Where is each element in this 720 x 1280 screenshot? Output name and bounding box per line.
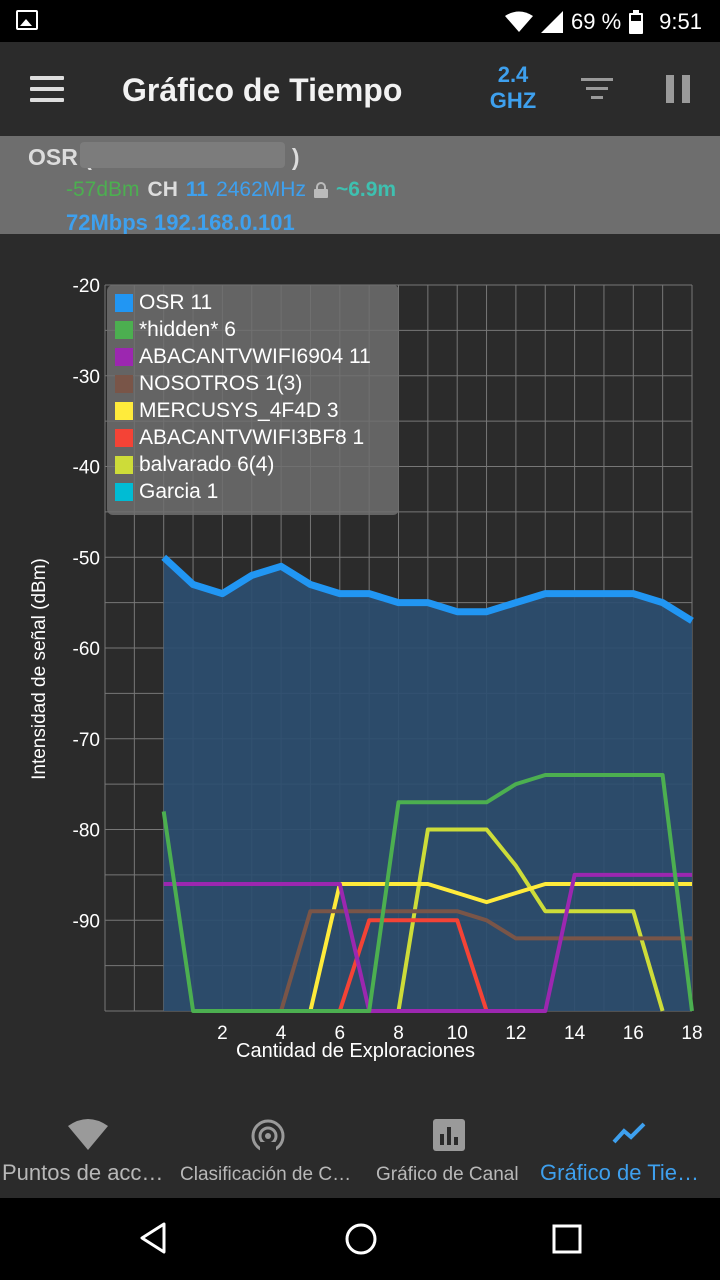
tab-channel-graph[interactable]: Gráfico de Canal (370, 1102, 530, 1198)
x-tick-label: 16 (623, 1023, 644, 1044)
wifi-icon (68, 1119, 108, 1150)
series-line (161, 554, 694, 624)
band-value: 2.4 (497, 62, 529, 87)
filter-icon[interactable] (580, 78, 614, 102)
cell-signal-icon (541, 11, 564, 33)
x-tick-label: 6 (335, 1023, 346, 1044)
legend-swatch (115, 374, 133, 393)
series-line (163, 872, 692, 1013)
status-bar: 69 % 9:51 (0, 0, 720, 42)
legend-item: *hidden* 6 (115, 316, 236, 343)
line-chart-icon (612, 1122, 646, 1144)
legend-label: MERCUSYS_4F4D 3 (139, 398, 339, 422)
ssid-close: ) (291, 144, 300, 170)
tab-label: Gráfico de Tie… (540, 1160, 699, 1185)
menu-icon[interactable] (30, 76, 64, 102)
signal-strength: -57dBm (66, 178, 140, 201)
series-line (337, 918, 489, 1012)
legend-item: OSR 11 (115, 289, 212, 316)
clock: 9:51 (659, 9, 702, 34)
legend-label: NOSOTROS 1(3) (139, 371, 303, 395)
battery-icon (629, 10, 644, 34)
status-bar-right: 69 % 9:51 (505, 8, 702, 36)
legend-item: balvarado 6(4) (115, 451, 274, 478)
legend-item: MERCUSYS_4F4D 3 (115, 397, 339, 424)
distance: ~6.9m (335, 178, 397, 201)
bottom-navigation: Puntos de acc… Clasificación de C… Gráfi… (0, 1102, 720, 1198)
legend-label: OSR 11 (139, 290, 213, 314)
legend-swatch (115, 293, 133, 312)
legend-swatch (115, 455, 133, 474)
tab-label: Clasificación de C… (180, 1164, 352, 1185)
pause-icon[interactable] (666, 75, 690, 103)
y-tick-label: -90 (73, 911, 100, 932)
legend-item: ABACANTVWIFI3BF8 1 (115, 424, 364, 451)
x-tick-label: 18 (681, 1023, 702, 1044)
tab-label: Gráfico de Canal (376, 1164, 519, 1185)
bar-chart-icon (433, 1119, 465, 1151)
band-toggle-button[interactable]: 2.4 GHZ (486, 62, 540, 114)
legend-swatch (115, 347, 133, 366)
legend-swatch (115, 482, 133, 501)
series-line (279, 909, 692, 1012)
frequency: 2462MHz (216, 178, 306, 201)
y-tick-label: -40 (73, 458, 100, 479)
channel-label: CH (147, 178, 178, 201)
series-line (308, 882, 692, 1012)
system-navigation-bar (0, 1198, 720, 1280)
battery-percent: 69 % (571, 9, 622, 34)
legend-swatch (115, 428, 133, 447)
y-tick-label: -20 (73, 276, 100, 297)
y-tick-label: -80 (73, 821, 100, 842)
legend-item: ABACANTVWIFI6904 11 (115, 343, 371, 370)
x-tick-label: 8 (393, 1023, 404, 1044)
y-tick-label: -30 (73, 367, 100, 388)
legend-label: ABACANTVWIFI3BF8 1 (139, 425, 365, 449)
home-icon[interactable] (344, 1222, 378, 1256)
x-tick-label: 14 (564, 1023, 586, 1044)
x-tick-label: 4 (276, 1023, 287, 1044)
x-tick-label: 12 (505, 1023, 526, 1044)
connection-info-panel[interactable]: OSR () -57dBm CH 11 2462MHz ~6.9m 72Mbps… (0, 136, 720, 235)
y-tick-label: -50 (73, 548, 100, 569)
x-axis-label: Cantidad de Exploraciones (236, 1040, 476, 1062)
legend-label: *hidden* 6 (139, 317, 236, 341)
tab-channel-rating[interactable]: Clasificación de C… (178, 1102, 358, 1198)
legend-item: Garcia 1 (115, 478, 218, 505)
series-line (161, 773, 694, 1013)
tab-label: Puntos de acc… (2, 1160, 164, 1185)
redacted-ssid-block (80, 142, 285, 168)
x-tick-label: 10 (447, 1023, 468, 1044)
y-tick-label: -70 (73, 730, 100, 751)
legend-label: balvarado 6(4) (139, 452, 275, 476)
series-area (163, 557, 692, 1011)
app-bar: Gráfico de Tiempo 2.4 GHZ (0, 42, 720, 136)
lock-icon (313, 182, 328, 198)
radar-icon (251, 1119, 285, 1154)
y-tick-label: -60 (73, 639, 100, 660)
legend-swatch (115, 401, 133, 420)
tab-access-points[interactable]: Puntos de acc… (0, 1102, 175, 1198)
legend-label: Garcia 1 (139, 479, 219, 503)
channel-value: 11 (185, 178, 209, 201)
band-unit: GHZ (489, 88, 537, 113)
legend-label: ABACANTVWIFI6904 11 (139, 344, 371, 368)
x-tick-label: 2 (217, 1023, 228, 1044)
chart-legend: OSR 11 *hidden* 6 ABACANTVWIFI6904 11 NOSOT… (107, 285, 399, 515)
connection-details: -57dBm CH 11 2462MHz ~6.9m (66, 178, 396, 202)
legend-swatch (115, 320, 133, 339)
y-axis-label: Intensidad de señal (dBm) (29, 558, 50, 780)
time-graph-chart: -20 -30 -40 -50 -60 -70 -80 -90 2 4 6 8 10 12 14 16 18 I… (0, 234, 720, 1102)
wifi-signal-icon (505, 11, 534, 32)
legend-item: NOSOTROS 1(3) (115, 370, 302, 397)
page-title: Gráfico de Tiempo (122, 72, 403, 108)
tab-time-graph[interactable]: Gráfico de Tie… (538, 1102, 718, 1198)
recents-icon[interactable] (552, 1224, 582, 1254)
image-notification-icon (16, 10, 38, 30)
speed-and-ip: 72Mbps 192.168.0.101 (66, 210, 295, 235)
back-icon[interactable] (138, 1222, 168, 1254)
